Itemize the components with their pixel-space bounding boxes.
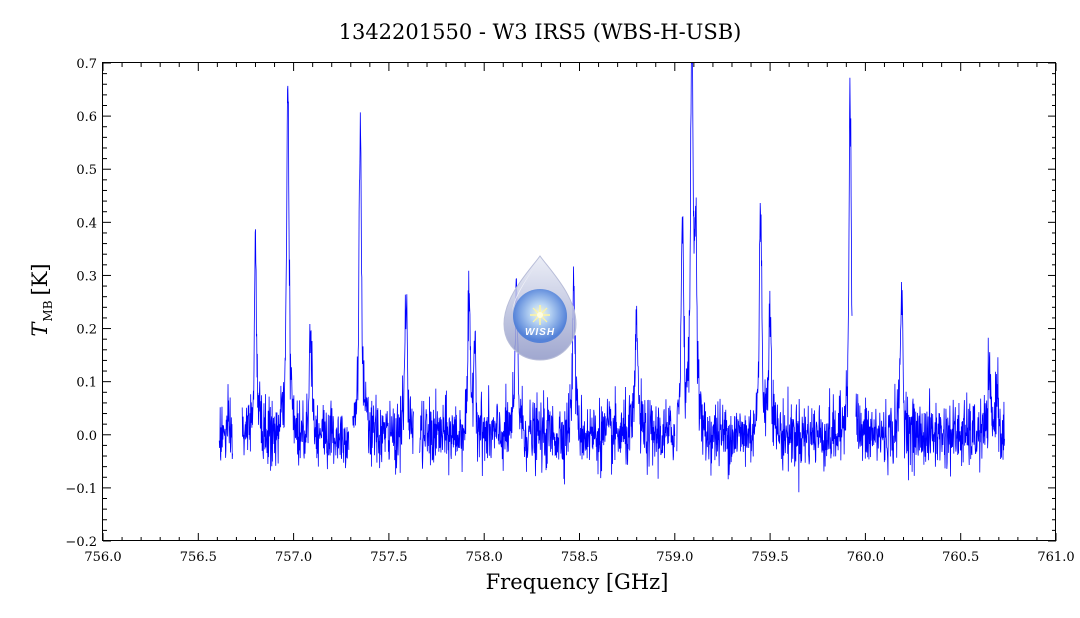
x-tick-label: 759.5 <box>751 550 788 565</box>
y-tick-label: −0.1 <box>65 482 97 497</box>
x-tick-label: 760.0 <box>847 550 884 565</box>
y-tick-label: 0.2 <box>76 323 97 338</box>
y-axis-unit: [K] <box>28 263 52 295</box>
x-tick-label: 758.5 <box>561 550 598 565</box>
x-axis-ticks: 756.0 756.5 757.0 757.5 758.0 758.5 759.0 759.5… <box>84 63 1075 565</box>
x-tick-label: 758.0 <box>466 550 503 565</box>
chart-title: 1342201550 - W3 IRS5 (WBS-H-USB) <box>339 20 742 44</box>
y-tick-label: 0.1 <box>76 376 97 391</box>
y-tick-label: 0.3 <box>76 269 97 284</box>
y-axis-symbol: T <box>28 321 52 337</box>
plot-frame <box>102 62 1056 541</box>
y-tick-label: 0.4 <box>76 216 97 231</box>
spectrum-series-line <box>218 62 1005 493</box>
y-axis-ticks: −0.2 −0.1 0.0 0.1 0.2 0.3 0.4 0.5 0.6 0.7 <box>65 57 1056 550</box>
y-tick-label: −0.2 <box>65 535 97 550</box>
y-tick-label: 0.6 <box>76 110 97 125</box>
x-tick-label: 759.0 <box>656 550 693 565</box>
x-tick-label: 761.0 <box>1037 550 1074 565</box>
y-axis-subscript: MB <box>41 300 55 321</box>
star-icon <box>530 305 550 325</box>
x-tick-label: 756.5 <box>180 550 217 565</box>
x-tick-label: 760.5 <box>942 550 979 565</box>
y-tick-label: 0.5 <box>76 163 97 178</box>
wish-logo: WISH <box>503 255 577 361</box>
x-axis-label: Frequency [GHz] <box>486 570 669 594</box>
x-tick-label: 757.0 <box>275 550 312 565</box>
x-tick-label: 756.0 <box>84 550 121 565</box>
logo-text: WISH <box>525 327 555 338</box>
y-axis-label: TMB [K] <box>28 263 55 336</box>
x-tick-label: 757.5 <box>370 550 407 565</box>
y-tick-label: 0.0 <box>76 429 97 444</box>
y-tick-label: 0.7 <box>76 57 97 72</box>
